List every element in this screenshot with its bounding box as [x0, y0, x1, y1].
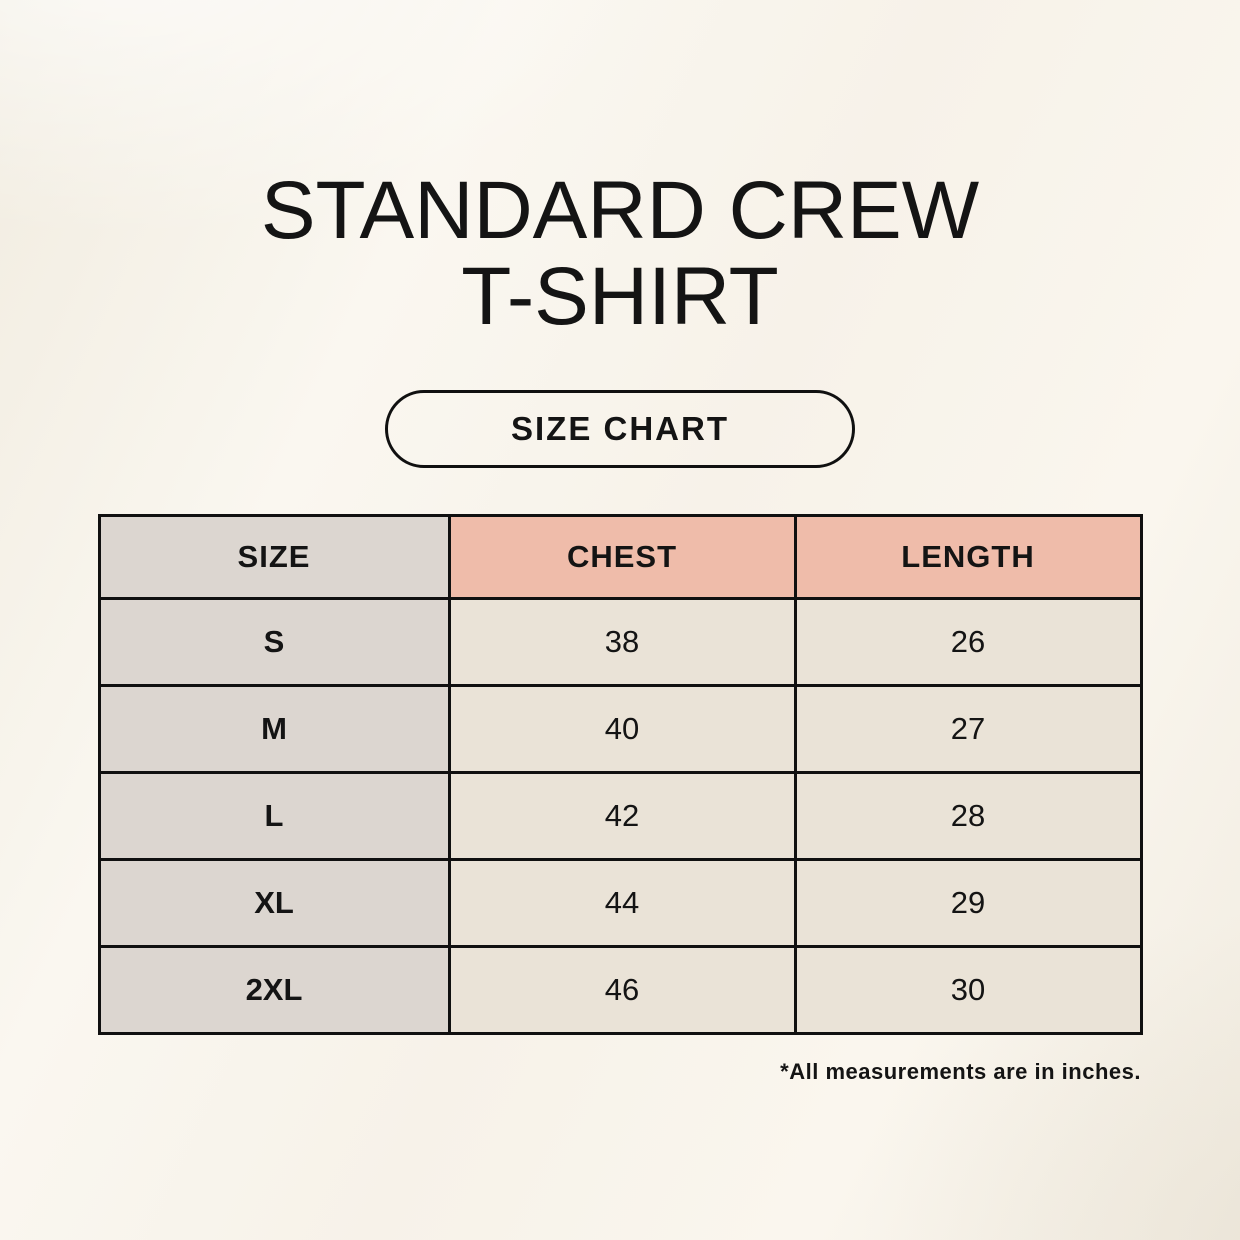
size-label: S [97, 597, 451, 688]
size-chart-button-label: SIZE CHART [511, 410, 729, 448]
size-label: XL [97, 858, 451, 949]
column-header-length: LENGTH [793, 514, 1143, 601]
table-header-row: SIZE CHEST LENGTH [97, 514, 1143, 601]
length-value: 30 [793, 945, 1143, 1036]
size-label: M [97, 684, 451, 775]
table-row-m: M 40 27 [97, 684, 1143, 775]
length-value: 26 [793, 597, 1143, 688]
chest-value: 40 [447, 684, 797, 775]
length-value: 29 [793, 858, 1143, 949]
table-row-2xl: 2XL 46 30 [97, 945, 1143, 1036]
column-header-size: SIZE [97, 514, 451, 601]
size-label: L [97, 771, 451, 862]
page-title-line2: T-SHIRT [461, 251, 779, 343]
length-value: 27 [793, 684, 1143, 775]
size-chart-button[interactable]: SIZE CHART [385, 390, 855, 469]
table-row-l: L 42 28 [97, 771, 1143, 862]
size-label: 2XL [97, 945, 451, 1036]
table-row-s: S 38 26 [97, 597, 1143, 688]
length-value: 28 [793, 771, 1143, 862]
column-header-chest: CHEST [447, 514, 797, 601]
chest-value: 42 [447, 771, 797, 862]
measurements-note: *All measurements are in inches. [780, 1059, 1141, 1085]
table-row-xl: XL 44 29 [97, 858, 1143, 949]
chest-value: 44 [447, 858, 797, 949]
chest-value: 46 [447, 945, 797, 1036]
page-title: STANDARD CREW T-SHIRT [260, 165, 980, 343]
size-table: SIZE CHEST LENGTH S 38 26 M 40 27 L 42 2… [97, 514, 1143, 1036]
page-title-line1: STANDARD CREW [260, 165, 980, 256]
chest-value: 38 [447, 597, 797, 688]
